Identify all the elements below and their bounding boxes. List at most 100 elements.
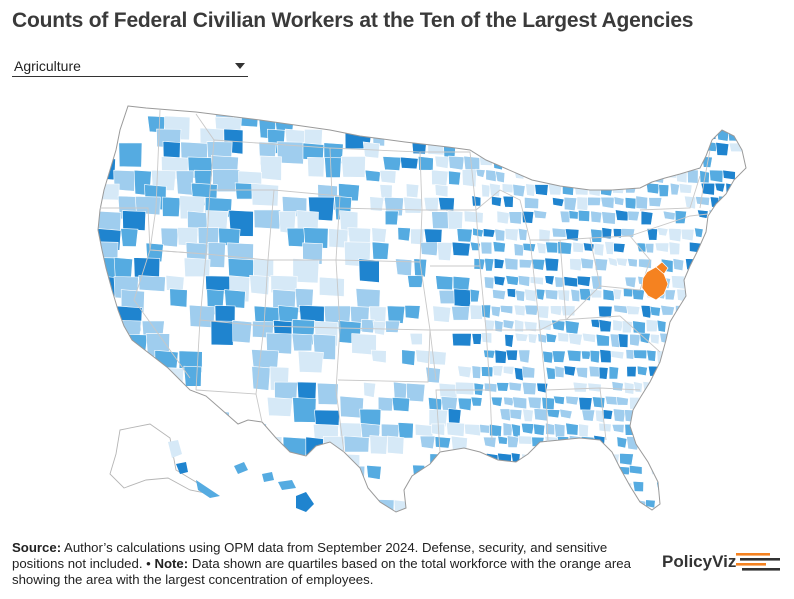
county-cell[interactable] [414,423,434,437]
county-cell[interactable] [518,258,533,269]
county-cell[interactable] [481,304,492,319]
county-cell[interactable] [533,209,548,220]
county-cell[interactable] [580,257,594,270]
county-cell[interactable] [361,319,375,334]
county-cell[interactable] [640,210,654,226]
county-cell[interactable] [371,227,387,243]
county-cell[interactable] [668,241,681,256]
county-cell[interactable] [570,288,580,303]
county-cell[interactable] [625,349,636,360]
county-cell[interactable] [494,319,504,333]
county-cell[interactable] [545,366,557,380]
county-cell[interactable] [619,452,634,466]
county-cell[interactable] [517,275,531,287]
county-cell[interactable] [120,228,139,247]
county-cell[interactable] [537,305,550,319]
county-cell[interactable] [527,396,542,410]
county-cell[interactable] [632,320,646,334]
county-cell[interactable] [253,209,281,230]
county-cell[interactable] [369,435,388,455]
county-cell[interactable] [521,365,536,379]
county-cell[interactable] [613,196,625,206]
county-cell[interactable] [649,333,660,345]
county-cell[interactable] [563,365,577,377]
county-cell[interactable] [674,210,687,224]
county-cell[interactable] [469,288,480,303]
county-cell[interactable] [626,305,641,316]
county-cell[interactable] [447,210,464,230]
county-cell[interactable] [338,183,360,202]
county-cell[interactable] [654,242,670,253]
county-cell[interactable] [446,422,466,437]
county-cell[interactable] [617,333,629,348]
county-cell[interactable] [384,210,399,226]
county-cell[interactable] [611,381,624,392]
county-cell[interactable] [232,319,253,344]
county-cell[interactable] [533,423,546,436]
county-cell[interactable] [403,196,423,214]
county-cell[interactable] [512,183,526,198]
county-cell[interactable] [496,210,510,225]
county-cell[interactable] [503,396,515,407]
county-cell[interactable] [371,241,390,260]
county-cell[interactable] [669,182,680,196]
county-cell[interactable] [590,319,601,329]
county-cell[interactable] [296,210,319,231]
county-cell[interactable] [662,210,676,221]
county-cell[interactable] [522,242,537,253]
county-cell[interactable] [590,228,603,243]
county-cell[interactable] [457,397,472,412]
county-cell[interactable] [610,350,625,360]
county-cell[interactable] [569,258,582,272]
county-cell[interactable] [524,304,539,316]
county-cell[interactable] [497,435,508,445]
county-cell[interactable] [542,350,554,364]
county-cell[interactable] [505,349,518,361]
county-cell[interactable] [434,436,452,449]
county-cell[interactable] [660,304,675,316]
county-cell[interactable] [613,304,628,314]
county-cell[interactable] [514,319,525,333]
county-cell[interactable] [504,257,519,271]
county-cell[interactable] [645,182,660,195]
county-cell[interactable] [581,332,597,343]
county-cell[interactable] [276,141,305,165]
county-cell[interactable] [513,243,525,257]
county-cell[interactable] [484,257,495,272]
county-cell[interactable] [483,276,495,290]
county-cell[interactable] [646,349,657,362]
county-cell[interactable] [366,464,382,480]
county-cell[interactable] [448,155,465,171]
county-cell[interactable] [608,366,620,380]
largest-concentration-area[interactable] [641,261,669,301]
county-cell[interactable] [649,306,661,317]
county-cell[interactable] [122,210,147,231]
county-cell[interactable] [413,258,428,278]
county-cell[interactable] [563,196,578,212]
county-cell[interactable] [473,382,485,396]
county-cell[interactable] [627,258,638,268]
county-cell[interactable] [636,242,647,253]
county-cell[interactable] [363,381,377,398]
county-cell[interactable] [286,227,306,248]
county-cell[interactable] [471,365,482,379]
county-cell[interactable] [590,210,603,224]
county-cell[interactable] [668,227,682,243]
county-cell[interactable] [523,320,538,333]
county-cell[interactable] [479,423,491,434]
county-cell[interactable] [482,228,496,238]
county-cell[interactable] [427,397,443,411]
county-cell[interactable] [419,435,436,450]
county-cell[interactable] [438,289,456,305]
county-cell[interactable] [210,320,234,346]
county-cell[interactable] [475,168,486,178]
county-cell[interactable] [599,349,612,364]
county-cell[interactable] [512,396,528,410]
county-cell[interactable] [513,367,524,382]
county-cell[interactable] [577,209,591,222]
county-cell[interactable] [492,241,506,253]
county-cell[interactable] [623,381,635,395]
county-cell[interactable] [529,276,544,286]
county-cell[interactable] [598,422,612,433]
county-cell[interactable] [506,288,517,298]
